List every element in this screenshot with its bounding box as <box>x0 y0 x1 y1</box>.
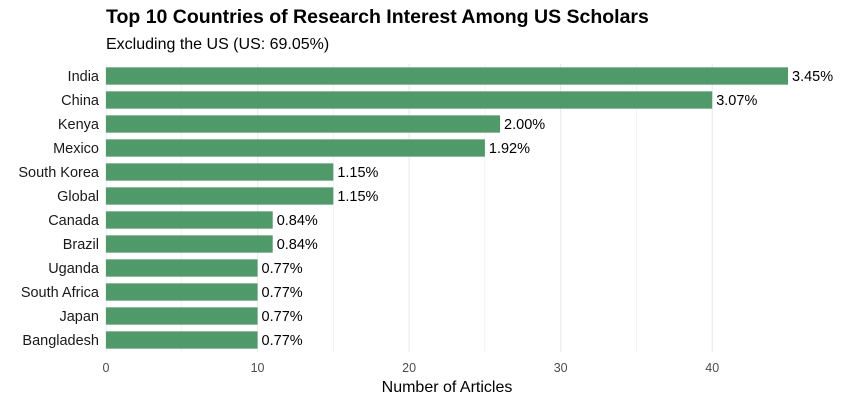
grid-lines <box>105 64 713 352</box>
bar-india <box>106 67 788 85</box>
category-label: Canada <box>48 213 100 229</box>
chart-subtitle: Excluding the US (US: 69.05%) <box>106 36 330 53</box>
value-label: 0.84% <box>277 237 318 253</box>
value-label: 1.15% <box>337 165 378 181</box>
category-label: Japan <box>59 309 99 325</box>
category-label: China <box>61 93 100 109</box>
bar-canada <box>106 211 273 229</box>
category-label: Uganda <box>48 261 100 277</box>
category-labels: India China Kenya Mexico South Korea Global Ca… <box>18 69 100 349</box>
value-label: 3.07% <box>716 93 757 109</box>
chart-title: Top 10 Countries of Research Interest Am… <box>106 6 649 28</box>
value-label: 0.77% <box>262 285 303 301</box>
x-tick-label: 20 <box>402 361 416 375</box>
category-label: Brazil <box>63 237 99 253</box>
value-labels: 3.45% 3.07% 2.00% 1.92% 1.15% 1.15% 0.84% 0.84%… <box>262 69 834 349</box>
bar-mexico <box>106 139 485 157</box>
category-label: Mexico <box>53 141 99 157</box>
x-tick-label: 30 <box>554 361 568 375</box>
category-label: Global <box>57 189 99 205</box>
value-label: 0.77% <box>262 261 303 277</box>
x-tick-label: 10 <box>251 361 265 375</box>
bar-south-korea <box>106 163 334 181</box>
value-label: 1.92% <box>489 141 530 157</box>
bar-brazil <box>106 235 273 253</box>
bar-kenya <box>106 115 501 133</box>
bar-bangladesh <box>106 331 258 349</box>
value-label: 0.77% <box>262 333 303 349</box>
value-label: 0.77% <box>262 309 303 325</box>
category-label: South Africa <box>21 285 100 301</box>
value-label: 1.15% <box>337 189 378 205</box>
value-label: 2.00% <box>504 117 545 133</box>
bar-japan <box>106 307 258 325</box>
bar-china <box>106 91 713 109</box>
bar-south-africa <box>106 283 258 301</box>
x-tick-label: 40 <box>705 361 719 375</box>
bar-global <box>106 187 334 205</box>
x-axis-ticks: 0 10 20 30 40 <box>103 361 720 375</box>
category-label: Kenya <box>58 117 100 133</box>
category-label: South Korea <box>18 165 100 181</box>
value-label: 3.45% <box>792 69 833 85</box>
category-label: India <box>68 69 100 85</box>
bar-uganda <box>106 259 258 277</box>
bars <box>106 67 788 349</box>
x-axis-title: Number of Articles <box>382 379 513 396</box>
value-label: 0.84% <box>277 213 318 229</box>
category-label: Bangladesh <box>22 333 99 349</box>
x-tick-label: 0 <box>103 361 110 375</box>
